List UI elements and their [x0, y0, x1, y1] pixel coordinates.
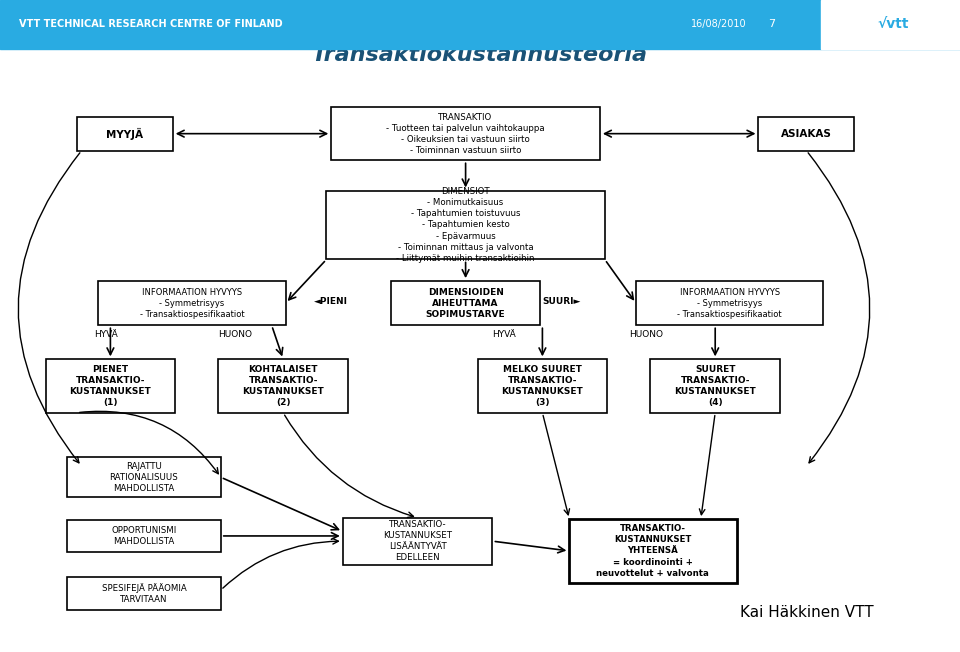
FancyBboxPatch shape [568, 519, 737, 583]
Text: DIMENSIOT
- Monimutkaisuus
- Tapahtumien toistuvuus
- Tapahtumien kesto
- Epävar: DIMENSIOT - Monimutkaisuus - Tapahtumien… [396, 187, 535, 263]
Text: MELKO SUURET
TRANSAKTIO-
KUSTANNUKSET
(3): MELKO SUURET TRANSAKTIO- KUSTANNUKSET (3… [501, 365, 584, 407]
FancyBboxPatch shape [67, 520, 221, 552]
Text: HUONO: HUONO [629, 330, 663, 339]
Text: HUONO: HUONO [218, 330, 252, 339]
Text: INFORMAATION HYVYYS
- Symmetrisyys
- Transaktiospesifikaatiot: INFORMAATION HYVYYS - Symmetrisyys - Tra… [678, 288, 781, 319]
Text: INFORMAATION HYVYYS
- Symmetrisyys
- Transaktiospesifikaatiot: INFORMAATION HYVYYS - Symmetrisyys - Tra… [140, 288, 244, 319]
FancyBboxPatch shape [392, 281, 540, 325]
FancyBboxPatch shape [218, 359, 348, 413]
Text: SPESIFEJÄ PÄÄOMIA
TARVITAAN: SPESIFEJÄ PÄÄOMIA TARVITAAN [102, 583, 186, 604]
Text: √vtt: √vtt [877, 18, 908, 31]
FancyBboxPatch shape [67, 457, 221, 497]
FancyBboxPatch shape [636, 281, 823, 325]
Text: 16/08/2010: 16/08/2010 [691, 20, 747, 29]
Text: 7: 7 [768, 20, 775, 29]
FancyBboxPatch shape [477, 359, 607, 413]
FancyBboxPatch shape [331, 107, 600, 160]
Text: VTT TECHNICAL RESEARCH CENTRE OF FINLAND: VTT TECHNICAL RESEARCH CENTRE OF FINLAND [19, 20, 283, 29]
Bar [0, 0, 960, 49]
FancyBboxPatch shape [758, 117, 854, 151]
Text: HYVÄ: HYVÄ [492, 330, 516, 339]
Bar [821, 0, 960, 49]
Text: Transaktiokustannusteoria: Transaktiokustannusteoria [312, 46, 648, 65]
Text: Kai Häkkinen VTT: Kai Häkkinen VTT [739, 605, 874, 621]
FancyBboxPatch shape [99, 281, 286, 325]
Text: TRANSAKTIO
- Tuotteen tai palvelun vaihtokauppa
- Oikeuksien tai vastuun siirto
: TRANSAKTIO - Tuotteen tai palvelun vaiht… [386, 113, 545, 155]
Text: TRANSAKTIO-
KUSTANNUKSET
LISÄÄNTYVÄT
EDELLEEN: TRANSAKTIO- KUSTANNUKSET LISÄÄNTYVÄT EDE… [383, 520, 452, 562]
Text: SUURET
TRANSAKTIO-
KUSTANNUKSET
(4): SUURET TRANSAKTIO- KUSTANNUKSET (4) [674, 365, 756, 407]
Text: KOHTALAISET
TRANSAKTIO-
KUSTANNUKSET
(2): KOHTALAISET TRANSAKTIO- KUSTANNUKSET (2) [242, 365, 324, 407]
Text: TRANSAKTIO-
KUSTANNUKSET
YHTEENSÄ
= koordinointi +
neuvottelut + valvonta: TRANSAKTIO- KUSTANNUKSET YHTEENSÄ = koor… [596, 524, 709, 578]
FancyBboxPatch shape [326, 191, 605, 259]
Text: ◄PIENI: ◄PIENI [314, 297, 348, 306]
Text: ASIAKAS: ASIAKAS [781, 128, 831, 139]
FancyBboxPatch shape [67, 577, 221, 610]
Text: HYVÄ: HYVÄ [94, 330, 118, 339]
Text: RAJATTU
RATIONALISUUS
MAHDOLLISTA: RAJATTU RATIONALISUUS MAHDOLLISTA [109, 462, 179, 493]
Text: DIMENSIOIDEN
AIHEUTTAMA
SOPIMUSTARVE: DIMENSIOIDEN AIHEUTTAMA SOPIMUSTARVE [426, 288, 505, 319]
FancyBboxPatch shape [344, 518, 492, 565]
Text: SUURI►: SUURI► [542, 297, 581, 306]
FancyBboxPatch shape [77, 117, 173, 151]
FancyBboxPatch shape [651, 359, 780, 413]
Text: OPPORTUNISMI
MAHDOLLISTA: OPPORTUNISMI MAHDOLLISTA [111, 526, 177, 546]
FancyBboxPatch shape [46, 359, 175, 413]
Text: MYYJÄ: MYYJÄ [107, 128, 143, 140]
Text: PIENET
TRANSAKTIO-
KUSTANNUKSET
(1): PIENET TRANSAKTIO- KUSTANNUKSET (1) [69, 365, 152, 407]
